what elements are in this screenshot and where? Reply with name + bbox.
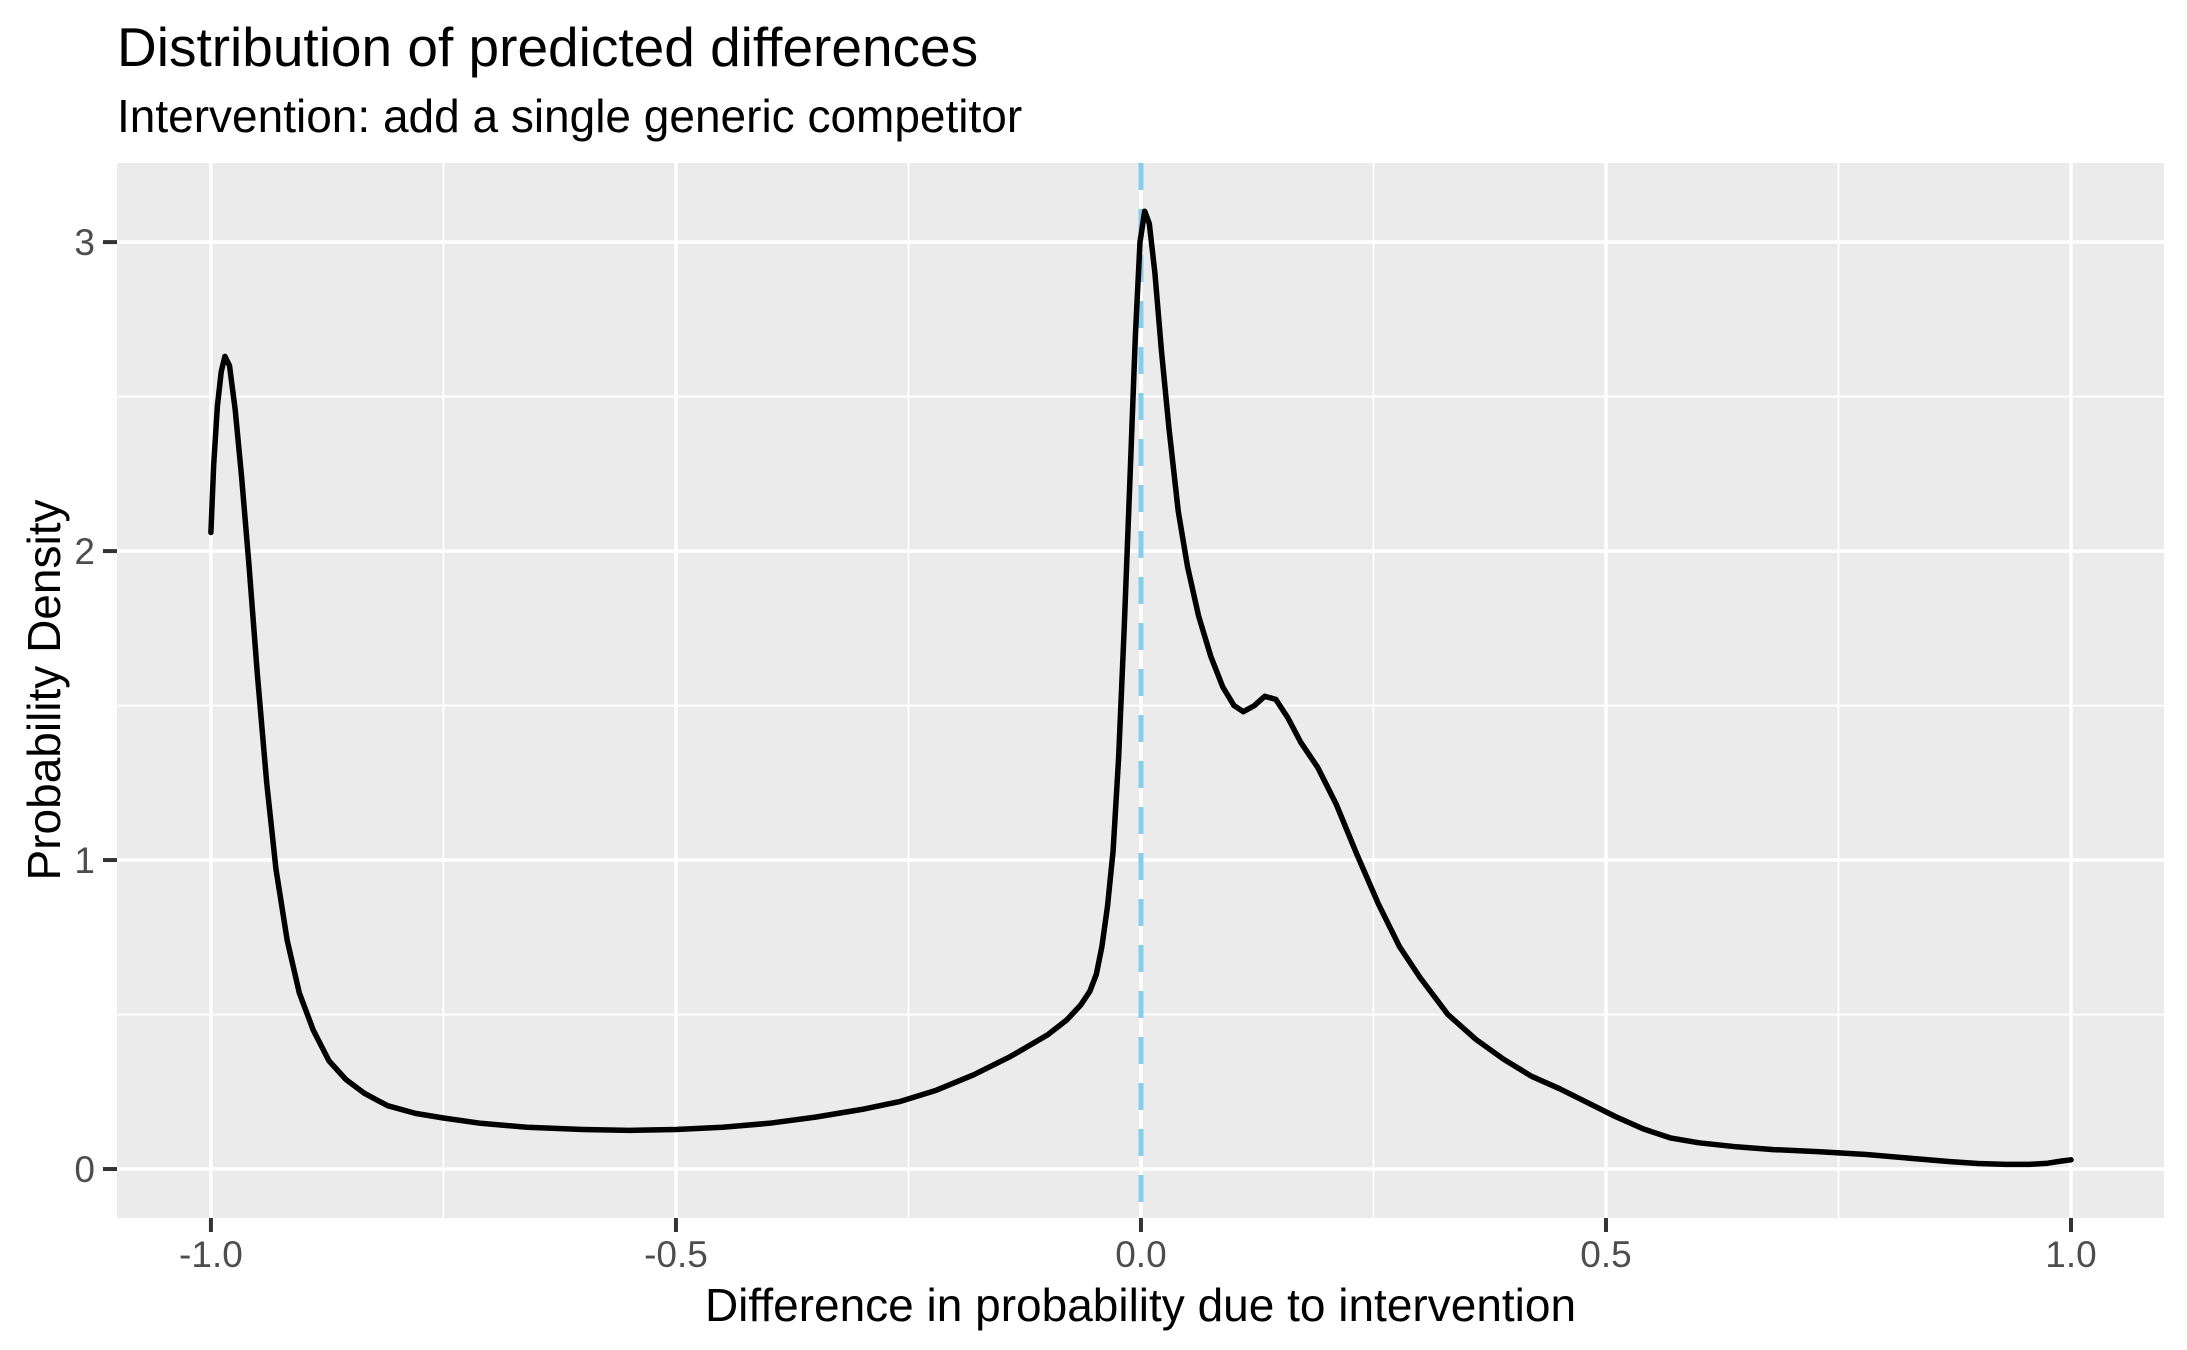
x-tick-label: 0.5 — [1580, 1234, 1631, 1275]
y-tick-label: 2 — [74, 531, 95, 572]
y-tick-label: 1 — [74, 840, 95, 881]
y-tick-label: 0 — [74, 1149, 95, 1190]
x-axis-title: Difference in probability due to interve… — [704, 1279, 1577, 1331]
plot-title: Distribution of predicted differences — [117, 16, 979, 78]
x-tick-label: -0.5 — [644, 1234, 708, 1275]
y-axis-title: Probability Density — [18, 499, 70, 881]
plot-subtitle: Intervention: add a single generic compe… — [117, 90, 1023, 142]
x-tick-label: 0.0 — [1115, 1234, 1166, 1275]
x-tick-label: 1.0 — [2045, 1234, 2096, 1275]
y-tick-label: 3 — [74, 222, 95, 263]
density-curve — [208, 208, 2074, 1168]
x-tick-label: -1.0 — [179, 1234, 243, 1275]
